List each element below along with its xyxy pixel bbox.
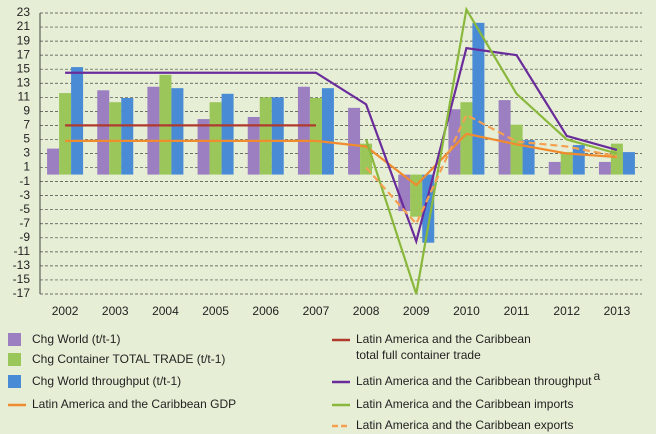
x-tick-label: 2012	[553, 304, 580, 318]
bar	[47, 148, 60, 175]
x-tick-label: 2008	[353, 304, 380, 318]
bar	[572, 145, 585, 175]
x-tick-label: 2003	[102, 304, 129, 318]
y-tick-label: 7	[23, 118, 30, 132]
y-tick-label: 9	[23, 104, 30, 118]
bar	[321, 88, 334, 175]
y-tick-label: -7	[19, 216, 30, 230]
y-tick-label: 19	[17, 33, 31, 47]
y-tick-label: 5	[23, 132, 30, 146]
bar	[498, 100, 511, 175]
y-tick-label: 23	[17, 5, 31, 19]
bar	[360, 143, 373, 175]
bar	[121, 98, 134, 175]
bar	[510, 124, 523, 175]
legend-note: a	[594, 369, 601, 383]
line-series	[365, 113, 618, 226]
x-tick-label: 2013	[604, 304, 631, 318]
legend-label: Latin America and the Caribbean GDP	[32, 397, 236, 411]
legend-label: Chg World (t/t-1)	[32, 332, 120, 346]
y-tick-label: 15	[17, 61, 31, 75]
x-tick-label: 2006	[252, 304, 279, 318]
bar	[560, 152, 573, 175]
legend-label: Latin America and the Caribbean imports	[356, 397, 573, 411]
bar	[410, 174, 423, 217]
x-tick-label: 2010	[453, 304, 480, 318]
bar	[348, 107, 361, 175]
bar	[309, 98, 322, 175]
y-tick-label: -3	[19, 188, 30, 202]
x-tick-label: 2007	[303, 304, 330, 318]
y-tick-label: 21	[17, 19, 31, 33]
legend-label: Latin America and the Caribbean total ful…	[356, 332, 531, 362]
bar	[271, 97, 284, 175]
bar	[109, 102, 122, 175]
bar	[171, 88, 184, 175]
legend-swatch	[8, 353, 21, 366]
legend-label: Chg Container TOTAL TRADE (t/t-1)	[32, 352, 225, 366]
x-tick-label: 2011	[504, 304, 530, 318]
bar	[522, 140, 535, 175]
y-tick-label: 11	[18, 89, 31, 103]
line-series	[65, 46, 618, 246]
line-series	[365, 6, 618, 295]
y-tick-label: -13	[13, 258, 31, 272]
bar	[247, 116, 260, 175]
y-tick-label: -15	[13, 272, 31, 286]
line-series	[65, 132, 617, 187]
x-tick-label: 2009	[403, 304, 430, 318]
bar	[297, 86, 310, 175]
bar	[209, 102, 222, 175]
legend-swatch	[8, 333, 21, 346]
y-tick-label: 17	[17, 47, 31, 61]
y-tick-label: -17	[13, 286, 31, 300]
legend-swatch	[8, 375, 21, 388]
x-tick-label: 2002	[52, 304, 79, 318]
legend-label: Latin America and the Caribbean throughp…	[356, 374, 592, 388]
y-tick-label: -9	[19, 230, 30, 244]
bar	[622, 152, 635, 175]
bar	[97, 90, 110, 175]
x-tick-label: 2004	[152, 304, 179, 318]
x-tick-label: 2005	[202, 304, 229, 318]
bar	[59, 93, 72, 175]
y-tick-label: -11	[14, 244, 31, 258]
y-tick-label: 1	[23, 160, 30, 174]
bar	[598, 161, 611, 175]
y-tick-label: -1	[19, 174, 30, 188]
bar	[197, 119, 210, 175]
y-tick-label: 13	[17, 75, 31, 89]
bar	[610, 143, 623, 175]
legend-label: Latin America and the Caribbean exports	[356, 418, 573, 432]
y-tick-label: 3	[23, 146, 30, 160]
bar	[472, 22, 485, 175]
bar	[147, 86, 160, 175]
legend-label: Chg World throughput (t/t-1)	[32, 374, 181, 388]
bar	[71, 67, 84, 175]
bar	[221, 93, 234, 175]
y-tick-label: -5	[19, 202, 30, 216]
bar	[548, 161, 561, 175]
bar	[259, 97, 272, 175]
